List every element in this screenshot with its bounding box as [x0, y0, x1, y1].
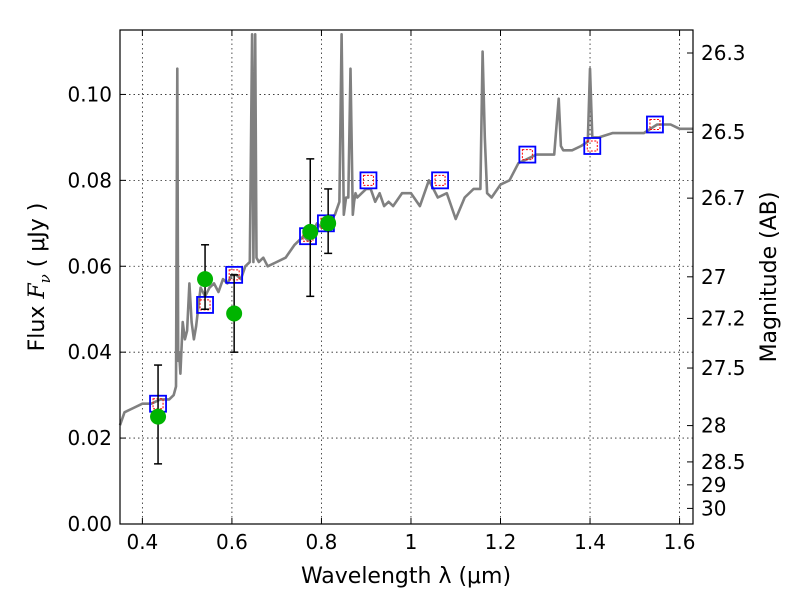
model-photometry-square: [583, 137, 602, 155]
x-tick-label: 1.2: [485, 530, 517, 554]
y-tick-label: 0.10: [67, 82, 112, 106]
x-tick-label: 1.4: [574, 530, 606, 554]
magnitude-tick-label: 27.5: [701, 356, 746, 380]
magnitude-tick-label: 27: [701, 265, 726, 289]
model-photometry-inner-square: [649, 119, 661, 131]
magnitude-tick-label: 26.3: [701, 41, 746, 65]
observed-point: [197, 271, 214, 288]
y-axis-label-prefix: Flux: [25, 299, 50, 352]
x-axis-ticks: 0.4 0.6 0.8 1 1.2 1.4 1.6: [126, 30, 695, 554]
grid-layer: [120, 30, 693, 525]
observed-point: [226, 305, 243, 322]
x-tick-label: 0.4: [126, 530, 158, 554]
model-points-layer: [149, 115, 664, 413]
observed-points-layer: [150, 158, 337, 465]
magnitude-tick-label: 29: [701, 473, 726, 497]
y-axis-ticks: 0.00 0.02 0.04 0.06 0.08 0.10: [67, 82, 126, 536]
model-photometry-inner-square: [434, 174, 446, 186]
x-axis-label: Wavelength λ (μm): [301, 564, 511, 589]
observed-point: [302, 223, 319, 240]
x-tick-label: 1.6: [664, 530, 696, 554]
magnitude-axis-label: Magnitude (AB): [757, 192, 782, 363]
magnitude-tick-label: 28.5: [701, 450, 746, 474]
y-tick-label: 0.00: [67, 512, 112, 536]
x-tick-label: 1: [405, 530, 418, 554]
y-axis-label-unit: ( μJy ): [25, 203, 50, 275]
x-tick-label: 0.6: [216, 530, 248, 554]
y-axis-label: Flux Fν ( μJy ): [25, 203, 54, 352]
y-tick-label: 0.04: [67, 340, 112, 364]
magnitude-tick-label: 28: [701, 414, 726, 438]
model-photometry-square: [518, 145, 537, 164]
y-axis-label-symbol: F: [25, 283, 50, 300]
magnitude-tick-label: 27.2: [701, 306, 746, 330]
magnitude-tick-label: 26.5: [701, 120, 746, 144]
model-photometry-inner-square: [362, 174, 374, 186]
model-photometry-square: [646, 115, 664, 134]
model-photometry-square: [359, 171, 378, 190]
observed-point: [150, 408, 167, 425]
spectrum-line: [118, 33, 693, 426]
x-tick-label: 0.8: [306, 530, 338, 554]
y-tick-label: 0.06: [67, 254, 112, 278]
magnitude-tick-label: 30: [701, 496, 726, 520]
spectrum-layer: [118, 33, 693, 426]
y-axis-label-subscript: ν: [36, 274, 54, 283]
model-photometry-inner-square: [521, 149, 533, 161]
y-tick-label: 0.08: [67, 168, 112, 192]
observed-point: [320, 215, 337, 232]
magnitude-tick-label: 26.7: [701, 186, 746, 210]
model-photometry-square: [431, 171, 449, 190]
y-tick-label: 0.02: [67, 426, 112, 450]
model-photometry-inner-square: [586, 140, 598, 152]
